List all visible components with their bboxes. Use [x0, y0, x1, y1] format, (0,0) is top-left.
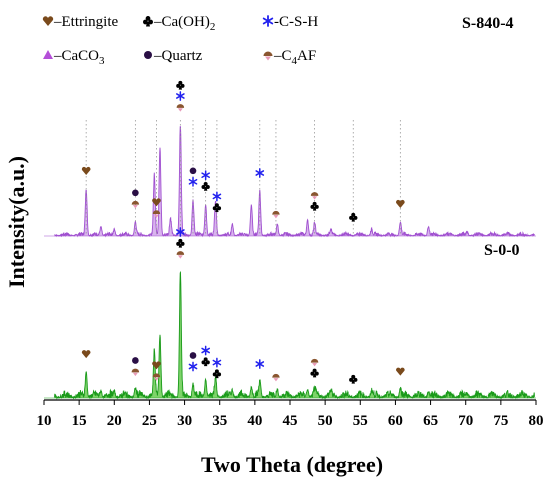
c4af-marker-icon: [272, 373, 280, 382]
quartz-marker-icon: [189, 167, 197, 175]
ettringite-marker-icon: [396, 367, 405, 376]
x-tick-label: 30: [177, 413, 192, 429]
legend-item-c4af: –C4AF: [263, 48, 316, 67]
caoh2-marker-icon: [310, 368, 319, 378]
caoh2-marker-icon: [201, 357, 210, 367]
x-axis-ticks: 10 15 20 25 30 35 40 45 50 55 60 65 70 75 80: [37, 400, 544, 429]
caoh2-marker-icon: [212, 203, 222, 212]
bell-icon: [263, 51, 273, 61]
phase-markers: [81, 80, 405, 384]
x-tick-label: 35: [212, 413, 227, 429]
csh-marker-icon: [188, 176, 198, 187]
heart-icon: [42, 16, 54, 26]
x-tick-label: 15: [72, 413, 87, 429]
x-tick-label: 25: [142, 413, 157, 429]
x-tick-label: 50: [318, 413, 333, 429]
asterisk-icon: [262, 15, 274, 27]
x-tick-label: 65: [423, 413, 438, 429]
caoh2-marker-icon: [310, 201, 319, 211]
x-axis-title: Two Theta (degree): [201, 452, 383, 477]
legend-label: –Ca(OH)2: [153, 14, 215, 33]
csh-marker-icon: [201, 170, 210, 181]
c4af-marker-icon: [131, 368, 140, 377]
legend-item-csh: -C-S-H: [262, 14, 318, 30]
c4af-marker-icon: [176, 104, 185, 112]
csh-marker-icon: [212, 357, 222, 368]
series-S-840-4: [44, 126, 536, 238]
series-S-0-0: [44, 270, 536, 400]
csh-marker-icon: [212, 191, 222, 202]
dot-icon: [144, 51, 152, 59]
legend-label: -C-S-H: [274, 14, 318, 30]
csh-marker-icon: [255, 168, 265, 178]
legend-item-caoh2: –Ca(OH)2: [143, 14, 215, 33]
c4af-marker-icon: [131, 200, 140, 209]
legend-item-caco3: –CaCO3: [43, 48, 105, 67]
plot-area: [44, 80, 536, 400]
x-tick-label: 10: [37, 413, 52, 429]
triangle-icon: [43, 50, 53, 59]
quartz-marker-icon: [189, 352, 197, 359]
csh-marker-icon: [255, 359, 265, 369]
x-tick-label: 55: [353, 413, 368, 429]
club-icon: [143, 16, 153, 27]
x-tick-label: 75: [493, 413, 508, 429]
csh-marker-icon: [188, 361, 198, 372]
x-tick-label: 70: [458, 413, 473, 429]
csh-marker-icon: [201, 345, 210, 356]
x-tick-label: 80: [529, 413, 544, 429]
sample-label-s-840-4: S-840-4: [462, 15, 514, 32]
quartz-marker-icon: [132, 189, 139, 197]
quartz-marker-icon: [132, 357, 139, 364]
y-axis-title: Intensity(a.u.): [4, 156, 29, 288]
ettringite-marker-icon: [81, 350, 91, 359]
caoh2-marker-icon: [176, 80, 185, 90]
c4af-marker-icon: [272, 210, 280, 219]
caoh2-marker-icon: [349, 374, 358, 384]
x-tick-label: 60: [388, 413, 403, 429]
sample-label-s-0-0: S-0-0: [484, 242, 520, 259]
x-tick-label: 20: [107, 413, 122, 429]
csh-marker-icon: [176, 91, 185, 101]
c4af-marker-icon: [310, 358, 319, 367]
caoh2-marker-icon: [201, 182, 210, 191]
series-area: [54, 272, 535, 398]
c4af-marker-icon: [310, 192, 319, 200]
series-line: [54, 270, 535, 400]
series-area: [54, 126, 535, 236]
legend-item-ettringite: –Ettringite: [42, 14, 118, 30]
caoh2-marker-icon: [212, 369, 222, 379]
x-tick-label: 45: [283, 413, 298, 429]
series-line: [54, 126, 535, 238]
legend-label: –Quartz: [153, 48, 203, 64]
x-tick-label: 40: [247, 413, 262, 429]
legend: –Ettringite –Ca(OH)2 -C-S-H –CaCO3 –Quartz –C…: [42, 14, 318, 67]
legend-item-quartz: –Quartz: [144, 48, 203, 64]
c4af-marker-icon: [176, 251, 185, 259]
caoh2-marker-icon: [176, 238, 185, 248]
legend-label: –C4AF: [273, 48, 316, 67]
legend-label: –Ettringite: [53, 14, 118, 30]
legend-label: –CaCO3: [53, 48, 105, 67]
